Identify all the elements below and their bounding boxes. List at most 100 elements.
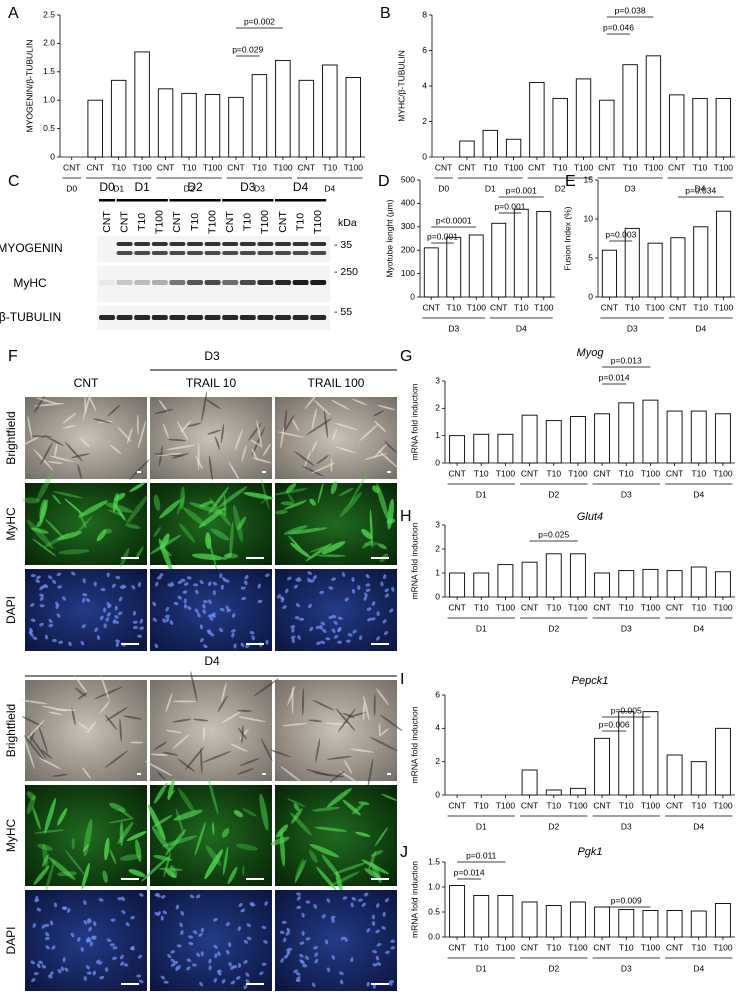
myotube (321, 854, 341, 878)
nucleus (154, 643, 159, 649)
nucleus (230, 629, 236, 633)
x-tick-label: T100 (568, 942, 588, 952)
nucleus (257, 583, 261, 589)
group-label: D4 (693, 623, 704, 633)
nucleus (196, 612, 201, 618)
nucleus (38, 960, 44, 965)
nucleus (297, 576, 302, 582)
micrograph (270, 680, 403, 788)
nucleus (299, 941, 305, 945)
bar (569, 901, 586, 938)
blot-row-label: MyHC (13, 276, 47, 290)
bar (204, 94, 221, 158)
nucleus (199, 981, 204, 987)
bar (497, 895, 514, 938)
x-tick-label: T10 (691, 942, 706, 952)
cell (315, 738, 321, 763)
cell (241, 444, 247, 462)
x-tick-label: CNT (598, 162, 615, 172)
nucleus (249, 631, 255, 635)
y-axis-label: mRNA fold induction (409, 706, 419, 783)
group-label: D2 (548, 821, 559, 831)
nucleus (212, 590, 216, 596)
myotube (327, 871, 360, 888)
band (151, 315, 168, 320)
image-bg (275, 483, 397, 565)
cell (186, 422, 202, 427)
cell (294, 451, 316, 467)
nucleus (206, 629, 211, 635)
nucleus (36, 963, 41, 968)
nucleus (157, 911, 161, 916)
nucleus (249, 902, 255, 906)
nucleus (308, 603, 312, 609)
y-tick-label: 5 (588, 252, 593, 262)
myotube (285, 483, 297, 494)
cell (84, 396, 87, 414)
cell (24, 739, 35, 770)
nucleus (291, 627, 295, 633)
cell (350, 748, 375, 753)
bar (521, 769, 538, 796)
nucleus (382, 911, 386, 917)
nucleus (290, 625, 296, 629)
nucleus (389, 608, 394, 613)
myotube (48, 856, 76, 880)
nucleus (189, 894, 195, 899)
group-label: D2 (548, 963, 559, 973)
bar (716, 210, 732, 298)
nucleus (225, 605, 230, 611)
myotube (386, 518, 396, 525)
nucleus (202, 609, 206, 614)
x-tick-label: T100 (645, 302, 665, 312)
nucleus (322, 628, 327, 634)
y-tick-label: 4 (422, 80, 427, 90)
x-tick-label: T10 (619, 800, 634, 810)
myotube (153, 782, 168, 804)
group-label: D1 (476, 623, 487, 633)
cell (207, 429, 222, 435)
nucleus (227, 942, 232, 947)
nucleus (214, 953, 218, 959)
nucleus (245, 979, 250, 984)
band (257, 251, 274, 255)
bar (134, 51, 150, 158)
nucleus (320, 621, 326, 626)
bar (228, 96, 244, 158)
nucleus (383, 630, 389, 635)
nucleus (295, 603, 301, 608)
bar (618, 570, 635, 598)
nucleus (56, 613, 61, 618)
bar (714, 413, 731, 464)
cell (367, 758, 374, 788)
nucleus (328, 615, 334, 620)
myotube (183, 507, 207, 527)
myotube (82, 844, 89, 852)
panel-label: G (400, 348, 412, 365)
myotube (119, 821, 124, 847)
x-tick-label: T10 (623, 162, 638, 172)
myotube (242, 865, 245, 877)
blot-day-bar (275, 199, 327, 202)
cell (71, 453, 90, 458)
bar (690, 761, 707, 796)
nucleus (231, 632, 235, 638)
cell (311, 440, 318, 453)
x-tick-label: T10 (514, 302, 529, 312)
nucleus (326, 967, 331, 973)
row-label: DAPI (4, 596, 18, 624)
y-tick-label: 6 (422, 45, 427, 55)
y-tick-label: 0 (588, 291, 593, 301)
bar (545, 789, 562, 796)
blot-day-label: D4 (293, 180, 309, 194)
myotube (153, 494, 161, 511)
image-bg (25, 680, 147, 781)
x-tick-label: T10 (691, 468, 706, 478)
nucleus (165, 617, 170, 623)
nucleus (117, 897, 123, 901)
myotube (294, 859, 307, 883)
nucleus (391, 586, 395, 592)
group-label: D2 (555, 183, 566, 193)
nucleus (293, 969, 299, 974)
x-tick-label: CNT (521, 602, 538, 612)
